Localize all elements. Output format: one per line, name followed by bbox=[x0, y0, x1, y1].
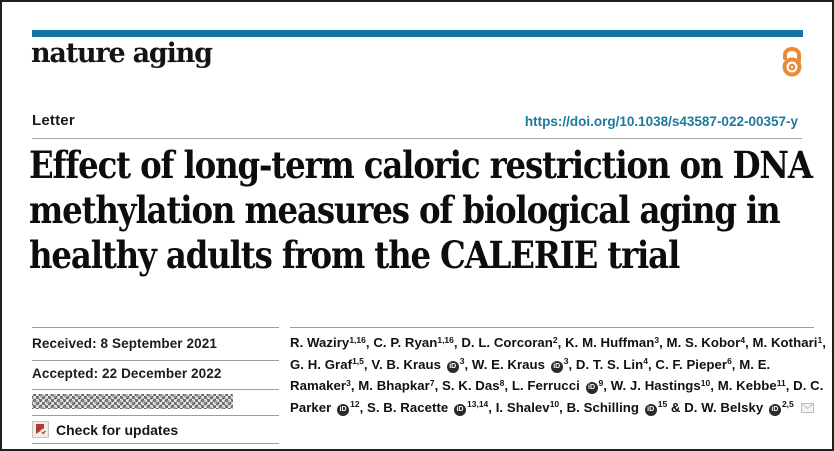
author-affiliation-superscript: 15 bbox=[657, 399, 668, 409]
author-affiliation-superscript: 13,14 bbox=[467, 399, 489, 409]
author-affiliation-superscript: 9 bbox=[598, 377, 604, 388]
author-affiliation-superscript: 3 bbox=[459, 356, 465, 366]
author: M. S. Kobor4 bbox=[666, 334, 746, 351]
check-for-updates-button[interactable]: Check for updates bbox=[32, 421, 178, 438]
author: D. L. Corcoran2 bbox=[461, 334, 558, 351]
author-affiliation-superscript: 2 bbox=[552, 334, 558, 345]
author: C. P. Ryan1,16 bbox=[373, 334, 454, 351]
orcid-icon[interactable]: iD bbox=[454, 403, 466, 416]
author-affiliation-superscript: 12 bbox=[350, 399, 360, 409]
published-date-redacted bbox=[32, 394, 233, 409]
author: K. M. Huffman3 bbox=[565, 334, 660, 351]
orcid-icon[interactable]: iD bbox=[550, 360, 563, 373]
title-line-3: healthy adults from the CALERIE trial bbox=[29, 233, 680, 277]
author-affiliation-superscript: 8 bbox=[499, 377, 505, 388]
author: M. E. Ramaker3 bbox=[290, 356, 771, 394]
author: C. F. Pieper6 bbox=[655, 356, 732, 372]
info-divider bbox=[32, 327, 279, 328]
masthead-color-bar bbox=[32, 30, 803, 37]
authors-divider bbox=[290, 327, 814, 328]
author-affiliation-superscript: 3 bbox=[563, 356, 569, 366]
author: L. Ferrucci iD 9 bbox=[511, 377, 604, 394]
author: W. E. Kraus iD 3 bbox=[471, 356, 569, 373]
orcid-icon[interactable]: iD bbox=[337, 403, 350, 416]
author-affiliation-superscript: 3 bbox=[346, 377, 351, 388]
author: R. Waziry1,16 bbox=[290, 334, 366, 351]
info-divider bbox=[32, 415, 279, 416]
author: W. J. Hastings10 bbox=[610, 377, 711, 394]
author-affiliation-superscript: 4 bbox=[643, 356, 648, 366]
author-affiliation-superscript: 10 bbox=[549, 399, 560, 409]
orcid-icon[interactable]: iD bbox=[585, 382, 598, 394]
author: S. K. Das8 bbox=[442, 377, 505, 394]
title-line-1: Effect of long-term caloric restriction … bbox=[29, 143, 813, 187]
check-for-updates-label: Check for updates bbox=[56, 421, 179, 438]
author: S. B. Racette iD 13,14 bbox=[367, 399, 489, 416]
author-affiliation-superscript: 2,5 bbox=[781, 399, 794, 409]
author-affiliation-superscript: 6 bbox=[727, 356, 732, 366]
author-affiliation-superscript: 1,5 bbox=[352, 356, 364, 366]
doi-link[interactable]: https://doi.org/10.1038/s43587-022-00357… bbox=[524, 114, 798, 129]
orcid-icon[interactable]: iD bbox=[644, 403, 657, 416]
author-affiliation-superscript: 10 bbox=[700, 377, 711, 388]
open-access-icon bbox=[782, 47, 802, 77]
author: M. Bhapkar7 bbox=[358, 377, 435, 394]
author: G. H. Graf1,5 bbox=[290, 356, 364, 372]
title-line-2: methylation measures of biological aging… bbox=[29, 188, 781, 232]
author: D. T. S. Lin4 bbox=[575, 356, 648, 372]
email-icon[interactable] bbox=[800, 402, 814, 413]
author: M. Kebbe11 bbox=[717, 377, 786, 394]
orcid-icon[interactable]: iD bbox=[768, 403, 781, 416]
author-list: R. Waziry1,16, C. P. Ryan1,16, D. L. Cor… bbox=[290, 334, 826, 416]
author: I. Shalev10 bbox=[495, 399, 560, 415]
header-divider bbox=[32, 138, 802, 139]
article-type-label: Letter bbox=[32, 112, 75, 129]
author-affiliation-superscript: 4 bbox=[740, 334, 746, 345]
author: M. Kothari1 bbox=[752, 334, 823, 351]
info-divider bbox=[32, 389, 279, 390]
info-divider bbox=[32, 360, 279, 361]
author-affiliation-superscript: 11 bbox=[776, 377, 786, 388]
author-affiliation-superscript: 1,16 bbox=[349, 334, 366, 345]
author: D. C. Parker iD 12 bbox=[290, 378, 824, 416]
author-affiliation-superscript: 3 bbox=[654, 334, 660, 345]
author-affiliation-superscript: 1 bbox=[817, 334, 823, 345]
info-divider bbox=[32, 443, 279, 444]
author-affiliation-superscript: 7 bbox=[429, 377, 435, 388]
author: B. Schilling iD 15 bbox=[566, 399, 668, 416]
journal-wordmark: nature aging bbox=[31, 38, 213, 69]
accepted-date: Accepted: 22 December 2022 bbox=[32, 366, 222, 381]
author-affiliation-superscript: 1,16 bbox=[437, 334, 454, 345]
crossmark-icon bbox=[32, 421, 49, 438]
article-title: Effect of long-term caloric restriction … bbox=[29, 143, 817, 278]
author: D. W. Belsky iD 2,5 bbox=[684, 399, 814, 416]
received-date: Received: 8 September 2021 bbox=[32, 336, 217, 351]
author: V. B. Kraus iD 3 bbox=[371, 356, 465, 373]
orcid-icon[interactable]: iD bbox=[446, 360, 459, 373]
